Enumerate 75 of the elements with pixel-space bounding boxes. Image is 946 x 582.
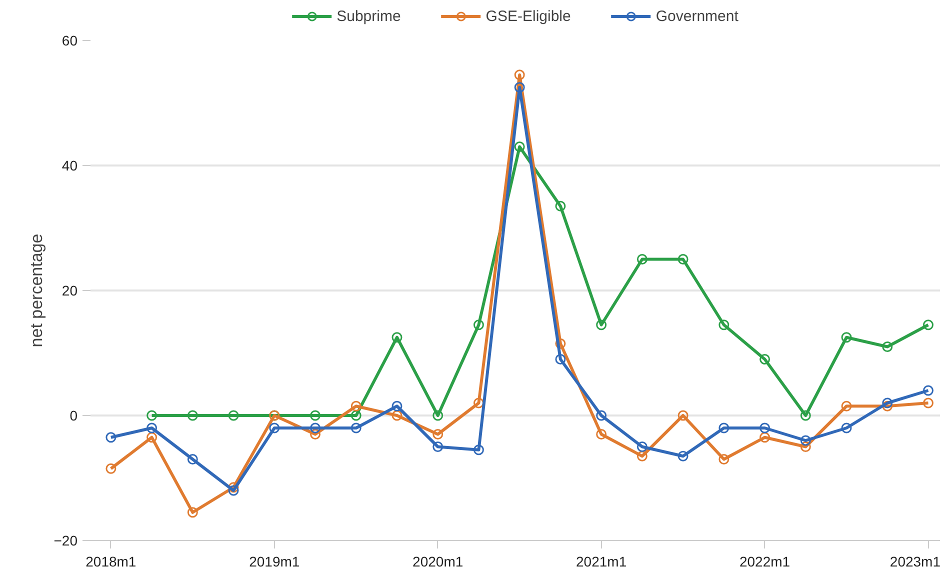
point (106, 432, 116, 443)
point (596, 429, 607, 440)
y-tick-label: −20 (54, 532, 78, 548)
point (310, 422, 321, 434)
x-tick-label: 2022m1 (739, 554, 790, 570)
point (228, 485, 239, 496)
point (760, 354, 770, 364)
point (514, 70, 525, 80)
x-tick-label: 2023m1 (890, 554, 941, 570)
x-tick-label: 2018m1 (86, 554, 136, 570)
point (555, 354, 566, 364)
point (187, 507, 198, 518)
point (473, 444, 484, 456)
point (718, 454, 730, 464)
point (718, 320, 730, 330)
point (636, 254, 648, 264)
point (555, 338, 566, 349)
point (882, 398, 893, 408)
point (800, 410, 811, 421)
y-axis-title: net percentage (26, 234, 46, 348)
legend-label: Subprime (336, 8, 401, 24)
point (922, 398, 934, 408)
point (228, 482, 239, 493)
legend-label: Government (656, 8, 738, 24)
x-tick-label: 2019m1 (249, 554, 300, 570)
x-tick-label: 2021m1 (576, 554, 627, 570)
x-tick-label: 2020m1 (412, 554, 464, 570)
point (514, 82, 525, 93)
point (432, 410, 444, 421)
point (800, 442, 811, 452)
point (187, 410, 198, 421)
point (636, 450, 648, 462)
y-tick-label: 40 (62, 158, 78, 174)
point (678, 450, 688, 462)
y-tick-label: 60 (62, 32, 78, 48)
point (922, 320, 934, 330)
point (841, 332, 852, 343)
point (392, 332, 402, 343)
point (146, 432, 158, 443)
point (841, 422, 852, 434)
point (841, 400, 852, 412)
point (228, 410, 239, 421)
point (187, 454, 198, 464)
point (432, 429, 444, 440)
point (596, 320, 607, 330)
point (596, 410, 607, 421)
point (310, 410, 321, 421)
point (350, 410, 362, 421)
point (473, 398, 484, 408)
point (678, 410, 688, 421)
point (718, 422, 730, 434)
point (514, 142, 525, 152)
point (800, 435, 811, 446)
point (473, 320, 484, 330)
point (882, 400, 893, 412)
point (269, 422, 280, 434)
legend-label: GSE-Eligible (486, 8, 571, 24)
point (922, 385, 934, 396)
point (106, 463, 116, 474)
point (310, 429, 321, 440)
point (555, 200, 566, 212)
point (350, 422, 362, 434)
y-tick-label: 20 (62, 282, 78, 298)
point (146, 410, 158, 421)
point (350, 400, 362, 412)
point (760, 422, 770, 434)
point (146, 422, 158, 434)
y-tick-label: 0 (70, 408, 78, 424)
point (760, 432, 770, 443)
point (392, 410, 402, 421)
point (432, 442, 444, 452)
point (392, 400, 402, 412)
point (636, 442, 648, 452)
point (882, 342, 893, 352)
point (678, 254, 688, 264)
